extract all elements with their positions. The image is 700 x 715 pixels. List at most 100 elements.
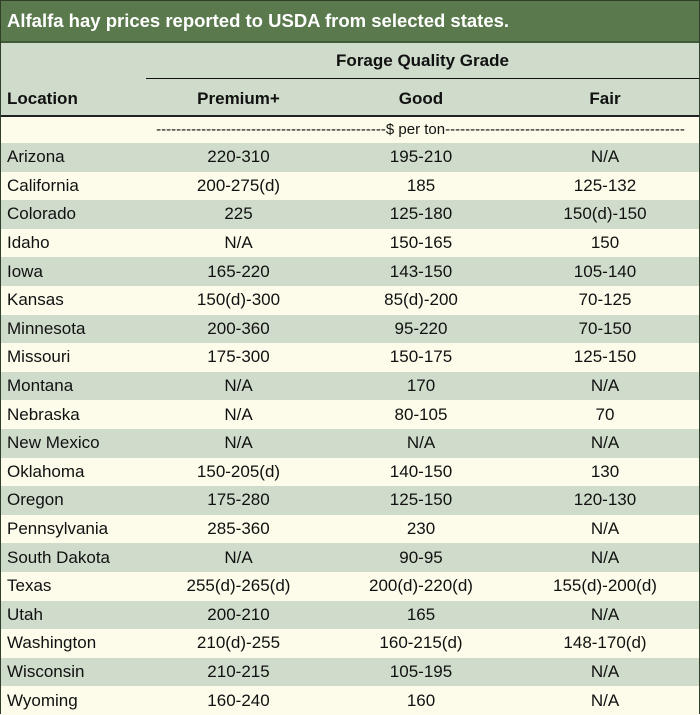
table-row: Iowa 165-220 143-150 105-140: [1, 257, 699, 286]
good-cell: 230: [406, 519, 436, 539]
fair-cell: 150: [590, 233, 620, 253]
fair-cell: 125-150: [573, 347, 637, 367]
location-cell: New Mexico: [7, 433, 100, 453]
premium-cell: 165-220: [207, 261, 270, 281]
table-row: South Dakota N/A 90-95 N/A: [1, 543, 699, 572]
location-cell: Wisconsin: [7, 661, 85, 681]
table-row: New Mexico N/A N/A N/A: [1, 428, 699, 458]
good-cell: 125-150: [389, 490, 453, 510]
premium-cell: N/A: [224, 376, 253, 396]
good-cell: 200(d)-220(d): [369, 576, 473, 596]
premium-cell: N/A: [224, 404, 253, 424]
premium-cell: 255(d)-265(d): [186, 576, 291, 596]
premium-cell: 285-360: [207, 519, 270, 539]
premium-cell: 150-205(d): [196, 461, 281, 481]
premium-cell: 225: [224, 204, 253, 224]
premium-cell: 175-300: [207, 347, 270, 367]
location-cell: Nebraska: [7, 404, 80, 424]
forage-quality-grade-heading: Forage Quality Grade: [336, 51, 509, 70]
table-row: Idaho N/A 150-165 150: [1, 228, 699, 258]
good-cell: 150-175: [389, 347, 453, 367]
fair-cell: N/A: [590, 547, 620, 567]
location-cell: Montana: [7, 376, 74, 396]
table-row: Washington 210(d)-255 160-215(d) 148-170(d): [1, 629, 699, 658]
premium-cell: 200-275(d): [196, 175, 281, 195]
fair-cell: 70-125: [578, 290, 632, 310]
group-underline: [146, 78, 699, 79]
premium-cell: 210(d)-255: [196, 633, 281, 653]
unit-row: ----------------------------------------…: [1, 117, 699, 143]
good-cell: N/A: [406, 433, 436, 453]
table-row: Missouri 175-300 150-175 125-150: [1, 343, 699, 372]
fair-cell: 70: [595, 404, 615, 424]
table-row: Arizona 220-310 195-210 N/A: [1, 143, 699, 172]
table-row: Kansas 150(d)-300 85(d)-200 70-125: [1, 285, 699, 315]
premium-cell: 210-215: [207, 661, 270, 681]
fair-cell: N/A: [590, 690, 620, 710]
fair-cell: 155(d)-200(d): [553, 576, 657, 596]
table-row: Montana N/A 170 N/A: [1, 371, 699, 401]
good-cell: 185: [406, 175, 436, 195]
premium-cell: 220-310: [207, 147, 270, 167]
premium-cell: 200-360: [207, 318, 270, 338]
fair-cell: N/A: [590, 661, 620, 681]
fair-cell: N/A: [590, 376, 620, 396]
fair-cell: N/A: [590, 147, 620, 167]
column-header-premium: Premium+: [197, 89, 280, 108]
location-cell: Washington: [7, 633, 97, 653]
location-cell: Utah: [7, 604, 43, 624]
location-cell: Missouri: [7, 347, 71, 367]
premium-cell: N/A: [224, 233, 253, 253]
good-cell: 160-215(d): [379, 633, 463, 653]
premium-cell: N/A: [224, 547, 253, 567]
fair-cell: N/A: [590, 519, 620, 539]
good-cell: 125-180: [389, 204, 453, 224]
good-cell: 195-210: [389, 147, 453, 167]
good-cell: 143-150: [389, 261, 453, 281]
good-cell: 150-165: [389, 233, 453, 253]
premium-cell: N/A: [224, 433, 253, 453]
location-cell: Texas: [7, 576, 52, 596]
fair-cell: 148-170(d): [563, 633, 647, 653]
fair-cell: N/A: [590, 604, 620, 624]
good-cell: 170: [406, 376, 436, 396]
table-row: Oklahoma 150-205(d) 140-150 130: [1, 457, 699, 487]
fair-cell: 125-132: [573, 175, 637, 195]
location-cell: Wyoming: [7, 690, 78, 710]
fair-cell: 120-130: [573, 490, 637, 510]
table-row: Texas 255(d)-265(d) 200(d)-220(d) 155(d)-20…: [1, 571, 699, 601]
column-header-fair: Fair: [589, 89, 621, 108]
premium-cell: 150(d)-300: [196, 290, 281, 310]
table-body: Arizona 220-310 195-210 N/A California 200-27…: [1, 143, 699, 715]
table-row: Nebraska N/A 80-105 70: [1, 400, 699, 429]
fair-cell: N/A: [590, 433, 620, 453]
unit-label: ----------------------------------------…: [156, 121, 685, 138]
premium-cell: 200-210: [207, 604, 270, 624]
table-row: Colorado 225 125-180 150(d)-150: [1, 200, 699, 229]
good-cell: 105-195: [389, 661, 453, 681]
table-row: Minnesota 200-360 95-220 70-150: [1, 314, 699, 344]
good-cell: 140-150: [389, 461, 453, 481]
location-cell: Iowa: [7, 261, 43, 281]
premium-cell: 160-240: [207, 690, 270, 710]
location-cell: Minnesota: [7, 318, 86, 338]
good-cell: 90-95: [399, 547, 443, 567]
table-row: Utah 200-210 165 N/A: [1, 600, 699, 630]
good-cell: 95-220: [394, 318, 448, 338]
table-title: Alfalfa hay prices reported to USDA from…: [1, 1, 699, 43]
good-cell: 160: [406, 690, 436, 710]
location-cell: Kansas: [7, 290, 64, 310]
good-cell: 165: [406, 604, 436, 624]
good-cell: 85(d)-200: [384, 290, 458, 310]
location-cell: California: [7, 175, 79, 195]
table-row: Wyoming 160-240 160 N/A: [1, 686, 699, 715]
fair-cell: 130: [590, 461, 620, 481]
fair-cell: 150(d)-150: [563, 204, 647, 224]
location-cell: Oregon: [7, 490, 64, 510]
column-header-good: Good: [398, 89, 444, 108]
column-header-location: Location: [7, 89, 78, 108]
good-cell: 80-105: [394, 404, 448, 424]
table-row: Pennsylvania 285-360 230 N/A: [1, 514, 699, 544]
location-cell: Idaho: [7, 233, 50, 253]
